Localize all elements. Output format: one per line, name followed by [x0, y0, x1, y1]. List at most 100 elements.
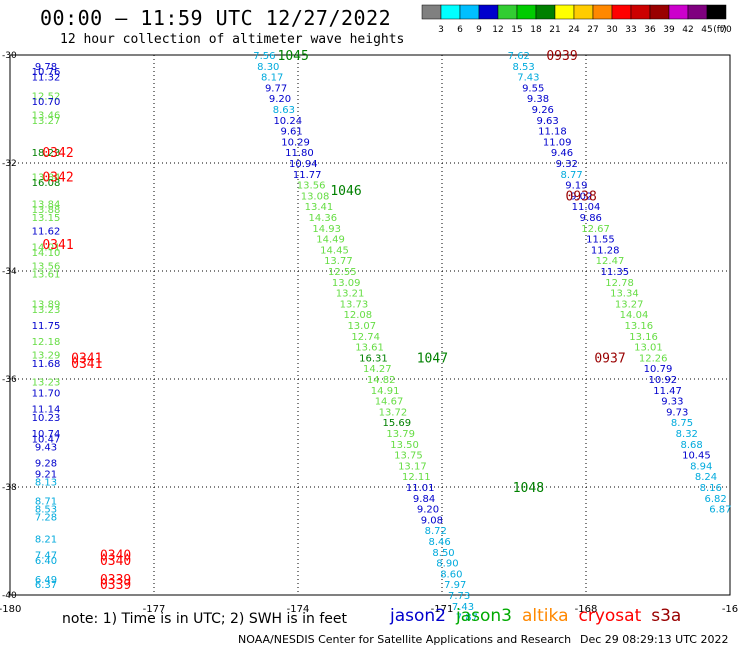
wave-height-value: 8.77 [560, 170, 582, 181]
map-subtitle: 12 hour collection of altimeter wave hei… [60, 32, 405, 47]
wave-height-value: 14.10 [32, 248, 61, 259]
wave-height-value: 8.68 [680, 440, 702, 451]
wave-height-value: 13.16 [624, 321, 653, 332]
wave-height-value: 9.19 [565, 181, 587, 192]
wave-height-value: 8.46 [429, 537, 451, 548]
wave-height-value: 14.91 [371, 386, 400, 397]
pass-time-label: 1048 [513, 481, 544, 496]
pass-time-label: 0937 [594, 351, 625, 366]
wave-height-value: 11.62 [32, 227, 61, 238]
wave-height-value: 14.82 [367, 375, 396, 386]
wave-height-value: 13.73 [340, 299, 369, 310]
wave-height-value: 13.08 [301, 191, 330, 202]
wave-height-value: 8.60 [440, 569, 462, 580]
wave-height-value: 9.38 [527, 94, 549, 105]
wave-height-value: 9.20 [417, 505, 439, 516]
wave-height-value: 9.78 [35, 62, 57, 73]
wave-height-value: 9.73 [666, 407, 688, 418]
wave-height-value: 13.01 [634, 343, 663, 354]
wave-height-value: 8.32 [676, 429, 698, 440]
legend-swatch [573, 4, 594, 20]
pass-time-label: 1046 [330, 184, 361, 199]
satellite-name: cryosat [578, 606, 642, 626]
wave-height-value: 13.16 [629, 332, 658, 343]
wave-height-value: 13.17 [398, 461, 427, 472]
satellite-name: jason2 [390, 606, 446, 626]
wave-height-value: 9.08 [421, 515, 443, 526]
wave-height-value: 13.23 [32, 378, 61, 389]
legend-label: 12 [492, 25, 503, 35]
wave-height-value: 13.56 [297, 181, 326, 192]
wave-height-value: 10.79 [644, 364, 673, 375]
wave-height-value: 12.55 [328, 267, 357, 278]
wave-height-value: 6.37 [35, 580, 57, 591]
wave-height-value: 8.94 [690, 461, 712, 472]
wave-height-value: 14.67 [375, 397, 404, 408]
lat-tick-label: -32 [2, 159, 17, 169]
wave-height-value: 8.17 [261, 73, 283, 84]
legend-swatch [535, 4, 556, 20]
wave-height-value: 8.21 [35, 534, 57, 545]
satellite-name: altika [522, 606, 569, 626]
wave-height-value: 8.53 [35, 505, 57, 516]
wave-height-value: 8.63 [273, 105, 295, 116]
legend-label: 33 [625, 25, 636, 35]
wave-height-value: 8.30 [257, 62, 279, 73]
legend-label: 18 [530, 25, 542, 35]
pass-time-label: 0938 [566, 189, 597, 204]
wave-height-value: 7.43 [452, 602, 474, 613]
wave-height-value: 8.13 [35, 478, 57, 489]
wave-height-value: 9.21 [35, 470, 57, 481]
legend-label: 21 [549, 25, 560, 35]
pass-time-label: 0339 [100, 578, 131, 593]
legend-label: 27 [587, 25, 598, 35]
wave-height-value: 11.14 [32, 405, 61, 416]
map-title: 00:00 – 11:59 UTC 12/27/2022 [40, 6, 392, 30]
wave-height-value: 13.29 [32, 351, 61, 362]
wave-height-value: 13.61 [32, 270, 61, 281]
pass-time-label: 0342 [42, 171, 73, 186]
wave-height-value: 8.71 [35, 497, 57, 508]
wave-height-value: 13.84 [32, 173, 61, 184]
wave-height-value: 6.40 [35, 556, 57, 567]
legend-swatch [706, 4, 727, 20]
wave-height-value: 13.72 [379, 407, 408, 418]
pass-time-label: 0939 [546, 49, 577, 64]
wave-height-value: 9.43 [35, 443, 57, 454]
wave-height-value: 15.69 [382, 418, 411, 429]
pass-time-label: 0341 [71, 351, 102, 366]
lat-tick-label: -30 [2, 51, 17, 61]
wave-height-value: 7.28 [35, 513, 57, 524]
wave-height-value: 16.31 [359, 353, 388, 364]
wave-height-value: 7.47 [35, 551, 57, 562]
wave-height-value: 7.62 [508, 51, 530, 62]
wave-height-value: 14.27 [363, 364, 392, 375]
wave-height-value: 10.24 [273, 116, 302, 127]
satellite-name: s3a [651, 606, 682, 626]
wave-height-value: 10.76 [32, 67, 61, 78]
legend-swatch [440, 4, 461, 20]
wave-height-value: 11.04 [572, 202, 601, 213]
legend-swatch [516, 4, 537, 20]
wave-height-value: 12.26 [639, 353, 668, 364]
wave-height-value: 10.47 [32, 434, 61, 445]
wave-height-value: 11.09 [543, 137, 572, 148]
wave-height-value: 7.43 [517, 73, 539, 84]
wave-height-value: 13.09 [332, 278, 361, 289]
legend-swatch [611, 4, 632, 20]
legend-swatch [554, 4, 575, 20]
credit-line: NOAA/NESDIS Center for Satellite Applica… [238, 633, 572, 646]
wave-height-value: 12.08 [344, 310, 373, 321]
wave-height-value: 9.02 [570, 191, 592, 202]
wave-height-value: 13.23 [32, 305, 61, 316]
wave-height-value: 9.33 [661, 397, 683, 408]
wave-height-value: 13.50 [390, 440, 419, 451]
lon-tick-label: -171 [431, 604, 454, 615]
wave-height-value: 8.24 [695, 472, 717, 483]
wave-height-value: 7.56 [253, 51, 275, 62]
wave-height-value: 11.68 [32, 359, 61, 370]
satellite-name: jason3 [456, 606, 512, 626]
wave-height-value: 9.32 [556, 159, 578, 170]
wave-height-value: 7.97 [444, 580, 466, 591]
wave-height-value: 13.07 [347, 321, 376, 332]
